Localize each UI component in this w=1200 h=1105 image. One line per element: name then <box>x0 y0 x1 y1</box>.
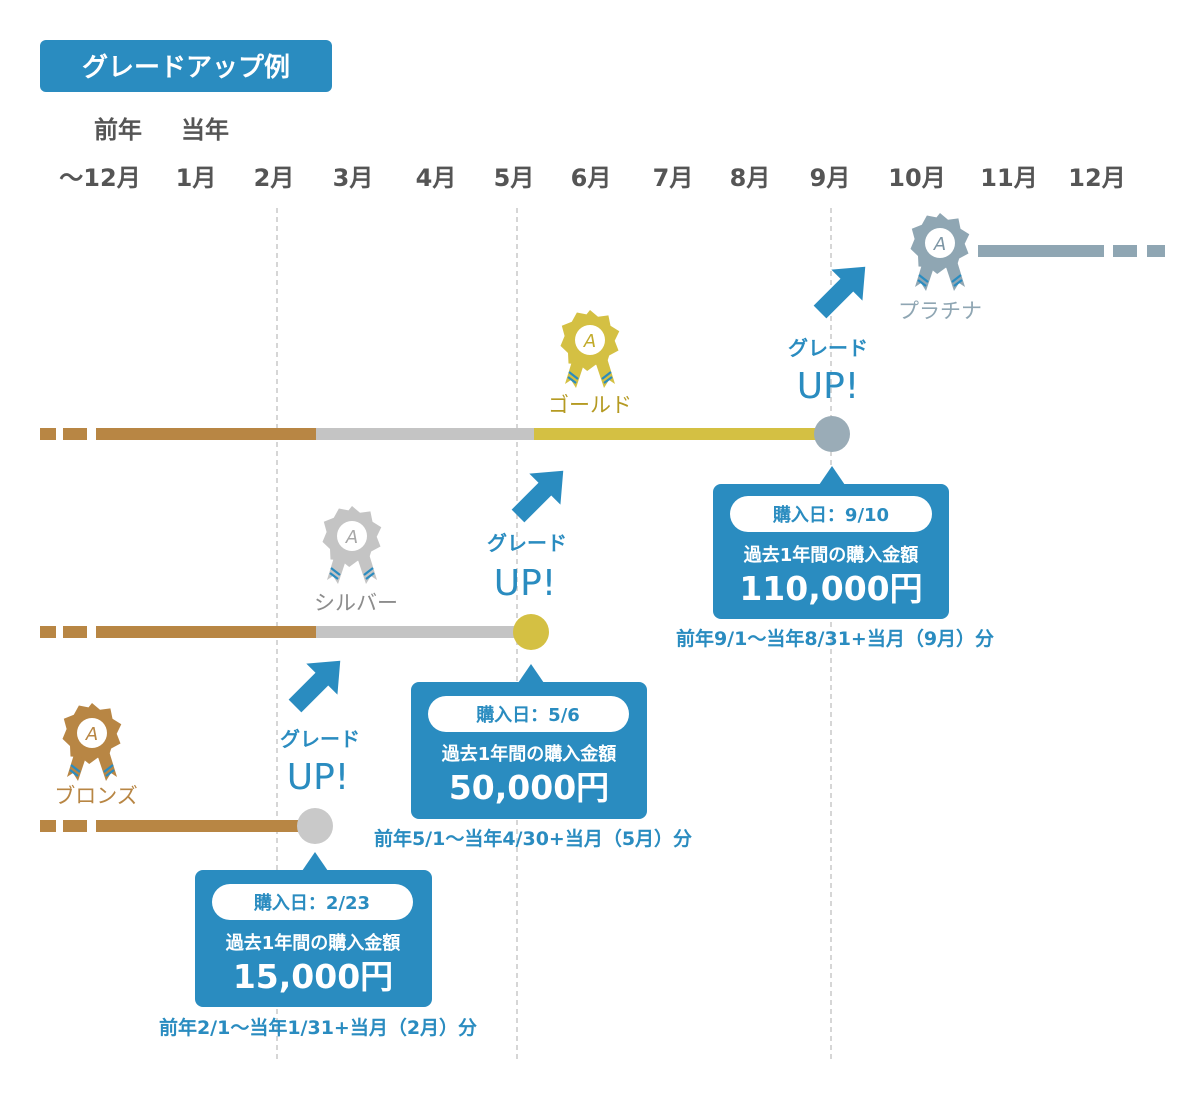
tier-name-silver: シルバー <box>314 591 398 615</box>
dash-segment <box>40 820 56 832</box>
dash-segment <box>63 626 87 638</box>
grade-up-label-2: グレード UP! <box>487 531 567 604</box>
grade-up-up: UP! <box>287 757 350 798</box>
purchase-date: 購入日：5/6 <box>475 704 580 726</box>
month-label: 1月 <box>176 164 217 192</box>
ribbon-stripes-icon <box>329 567 375 580</box>
date-pill <box>428 696 629 732</box>
tier-name-bronze: ブロンズ <box>54 784 138 808</box>
amount-value: 15,000円 <box>233 957 393 996</box>
badge-letter: A <box>345 527 358 548</box>
silver-segment <box>316 626 532 638</box>
period-note: 前年5/1～当年4/30+当月（5月）分 <box>374 827 692 850</box>
dash-segment <box>63 428 87 440</box>
date-pill <box>730 496 932 532</box>
grade-up-label-1: グレード UP! <box>280 727 360 798</box>
amount-label: 過去1年間の購入金額 <box>744 544 919 566</box>
dash-segment <box>63 820 87 832</box>
bronze-segment <box>96 626 316 638</box>
page-title: グレードアップ例 <box>82 53 290 83</box>
amount-label: 過去1年間の購入金額 <box>226 932 401 954</box>
month-label: 10月 <box>888 164 945 192</box>
dash-segment <box>1147 245 1165 257</box>
callout-1: 購入日：2/23 過去1年間の購入金額 15,000円 前年2/1～当年1/31… <box>159 852 477 1039</box>
month-label: 11月 <box>980 164 1037 192</box>
timeline-silver-row <box>40 614 549 650</box>
month-axis: ～12月 1月 2月 3月 4月 5月 6月 7月 8月 9月 10月 11月 … <box>59 164 1125 192</box>
title-banner <box>40 40 332 92</box>
date-pill <box>212 884 413 920</box>
upgrade-node <box>814 416 850 452</box>
bronze-segment <box>96 820 316 832</box>
month-label: 6月 <box>571 164 612 192</box>
year-current: 当年 <box>181 116 229 144</box>
grade-up-up: UP! <box>494 563 557 604</box>
amount-value: 110,000円 <box>739 569 922 608</box>
month-label: 12月 <box>1068 164 1125 192</box>
upgrade-node <box>513 614 549 650</box>
month-label: ～12月 <box>59 164 140 192</box>
dash-segment <box>40 428 56 440</box>
month-label: 9月 <box>810 164 851 192</box>
badge-silver: A <box>322 506 382 584</box>
period-note: 前年9/1～当年8/31+当月（9月）分 <box>676 627 994 650</box>
badge-letter: A <box>583 331 596 352</box>
callout-2: 購入日：5/6 過去1年間の購入金額 50,000円 前年5/1～当年4/30+… <box>374 664 692 850</box>
grade-up-up: UP! <box>797 366 860 407</box>
tier-name-platinum: プラチナ <box>898 299 982 323</box>
badge-letter: A <box>933 234 946 255</box>
upgrade-arrow-icon <box>279 645 356 722</box>
amount-label: 過去1年間の購入金額 <box>442 743 617 765</box>
month-label: 4月 <box>416 164 457 192</box>
platinum-segment <box>978 245 1104 257</box>
tier-name-gold: ゴールド <box>548 393 632 417</box>
bronze-segment <box>96 428 316 440</box>
dash-segment <box>1113 245 1137 257</box>
badge-bronze: A <box>62 703 122 781</box>
month-label: 5月 <box>494 164 535 192</box>
year-previous: 前年 <box>94 116 142 144</box>
upgrade-arrow-icon <box>502 455 579 532</box>
month-label: 3月 <box>333 164 374 192</box>
purchase-date: 購入日：9/10 <box>772 504 889 526</box>
grade-up-label: グレード <box>280 727 360 751</box>
grade-up-label: グレード <box>788 336 868 360</box>
amount-value: 50,000円 <box>449 768 609 807</box>
ribbon-stripes-icon <box>567 371 613 384</box>
upgrade-arrow-icon <box>804 251 881 328</box>
gold-segment <box>534 428 832 440</box>
badge-platinum: A <box>910 213 970 291</box>
grade-up-label-3: グレード UP! <box>788 336 868 407</box>
ribbon-stripes-icon <box>917 274 963 287</box>
dash-segment <box>40 626 56 638</box>
timeline-bronze-row <box>40 808 333 844</box>
ribbon-stripes-icon <box>69 764 115 777</box>
period-note: 前年2/1～当年1/31+当月（2月）分 <box>159 1016 477 1039</box>
purchase-date: 購入日：2/23 <box>253 892 370 914</box>
silver-segment <box>316 428 534 440</box>
month-label: 2月 <box>254 164 295 192</box>
timeline-gold-row <box>40 416 850 452</box>
badge-gold: A <box>560 310 620 388</box>
platinum-line <box>978 245 1165 257</box>
upgrade-node <box>297 808 333 844</box>
month-label: 7月 <box>653 164 694 192</box>
callout-3: 購入日：9/10 過去1年間の購入金額 110,000円 前年9/1～当年8/3… <box>676 466 994 650</box>
grade-up-label: グレード <box>487 531 567 555</box>
badge-letter: A <box>85 724 98 745</box>
month-label: 8月 <box>730 164 771 192</box>
